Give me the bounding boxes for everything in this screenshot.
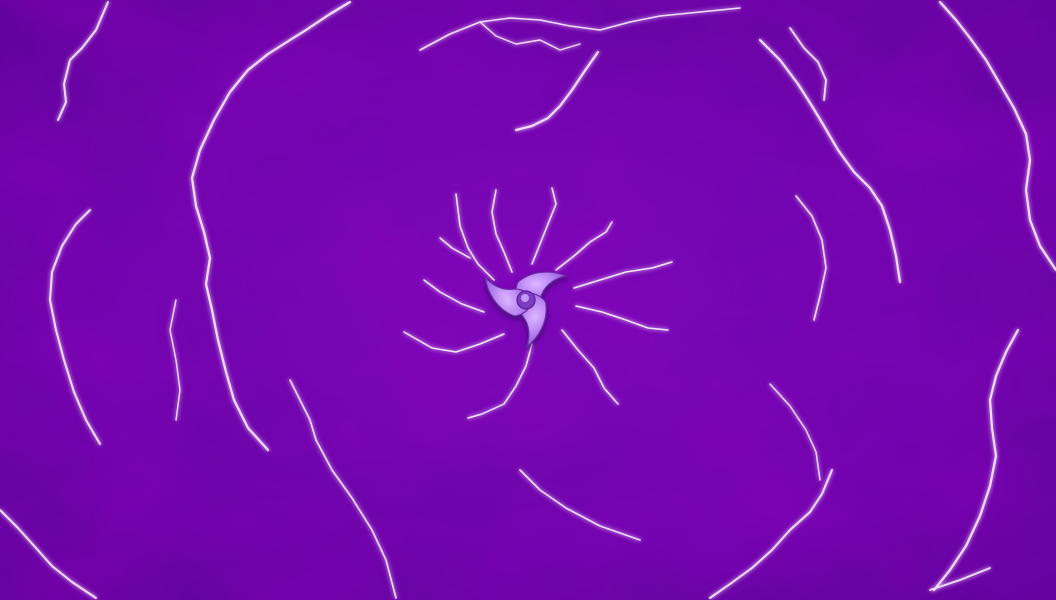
bolt-bottom-right [929, 567, 991, 591]
bolt-bottom-mid [519, 469, 641, 541]
bolt-bottom-left-2 [289, 379, 397, 599]
burst-bolt-nw-2 [439, 237, 471, 259]
burst-bolt-se [561, 329, 619, 405]
bolt-top-branch [479, 21, 581, 51]
burst-bolt-e [573, 261, 673, 289]
bolt-right-top-edge [938, 0, 1056, 272]
bolt-left-curve [49, 209, 101, 445]
burst-bolt-nw [455, 193, 495, 281]
bolt-lower-right [709, 469, 833, 599]
burst-bolt-ne [555, 221, 613, 271]
bolt-right-lower [932, 328, 1020, 592]
burst-bolt-w [423, 279, 485, 313]
bolt-outer-left [57, 1, 109, 121]
burst-bolt-n [491, 189, 513, 273]
bolt-top-mid [514, 50, 600, 132]
bolt-right-upper-2 [789, 27, 827, 101]
electro-element-emblem-icon [481, 261, 569, 350]
bolt-right-upper [758, 38, 902, 284]
bolt-right-mid [795, 195, 827, 321]
bolt-top-arc [419, 7, 741, 51]
burst-bolt-nne [531, 187, 557, 265]
bolt-outer-left-long [190, 0, 352, 452]
bolt-lower-right-2 [769, 383, 821, 481]
burst-bolt-ese [575, 305, 669, 331]
bolt-bottom-left [0, 509, 97, 599]
burst-bolt-sw [403, 331, 505, 353]
bolt-left-branch [169, 299, 181, 421]
burst-bolt-s [467, 343, 533, 419]
